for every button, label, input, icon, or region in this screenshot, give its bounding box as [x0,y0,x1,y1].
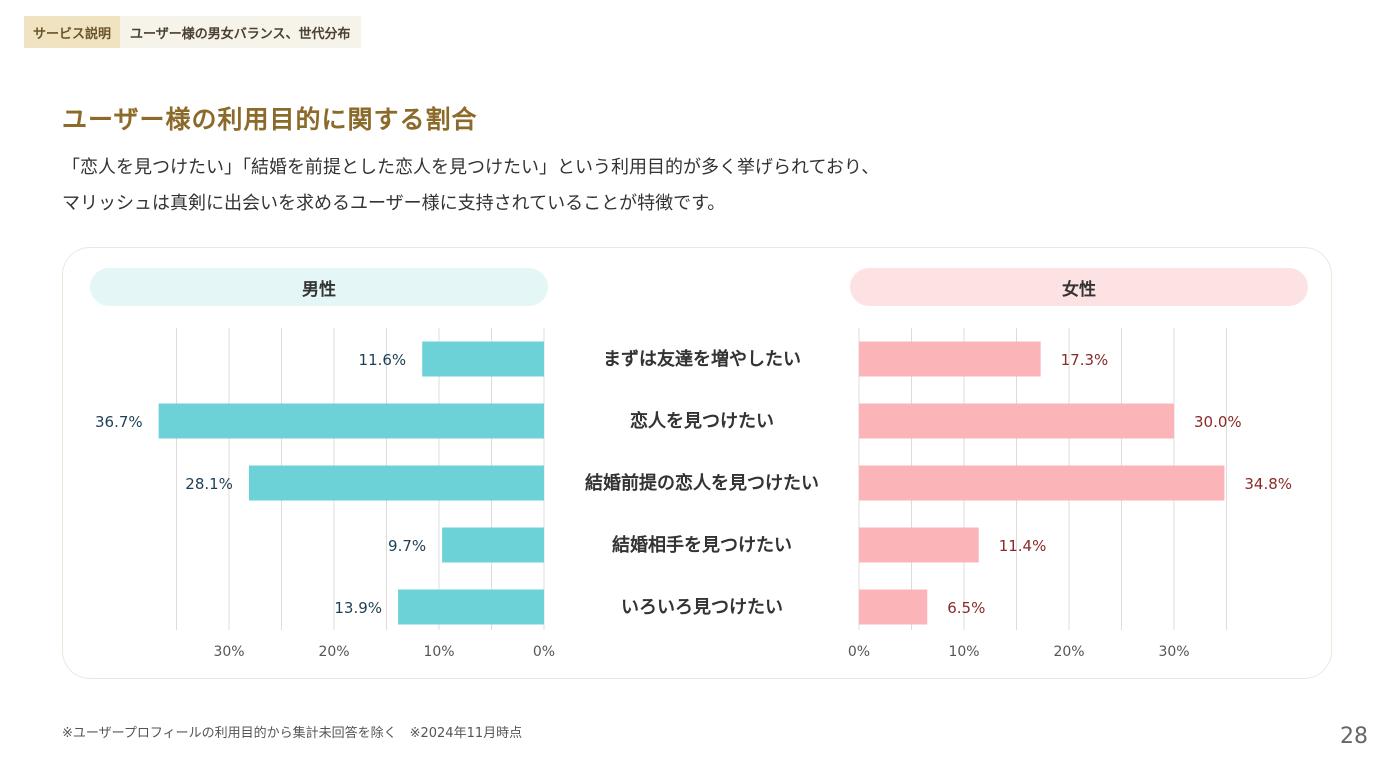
female-tick-label: 20% [1053,644,1084,660]
male-value-label: 13.9% [334,599,382,617]
male-header: 男性 [90,268,548,306]
male-value-label: 11.6% [359,351,407,369]
male-tick-label: 30% [213,644,244,660]
male-bar [442,527,544,563]
female-header: 女性 [850,268,1308,306]
breadcrumb-section: サービス説明 [24,16,121,48]
female-bar [859,589,928,625]
female-bar [859,527,979,563]
male-value-label: 9.7% [388,537,426,555]
chart-panel [62,247,1332,679]
male-value-label: 28.1% [185,475,233,493]
male-tick-label: 0% [533,644,555,660]
female-value-label: 6.5% [947,599,985,617]
male-bar [158,403,544,439]
page-number: 28 [1340,724,1368,749]
female-value-label: 17.3% [1061,351,1109,369]
breadcrumb: サービス説明 ユーザー様の男女バランス、世代分布 [24,16,361,48]
male-tick-label: 20% [318,644,349,660]
female-bar [859,403,1174,439]
female-tick-label: 0% [848,644,870,660]
page-title: ユーザー様の利用目的に関する割合 [62,105,478,134]
female-tick-label: 30% [1158,644,1189,660]
female-value-label: 30.0% [1194,413,1242,431]
female-value-label: 11.4% [999,537,1047,555]
description-line-1: 「恋人を見つけたい」「結婚を前提とした恋人を見つけたい」という利用目的が多く挙げ… [62,157,880,178]
description: 「恋人を見つけたい」「結婚を前提とした恋人を見つけたい」という利用目的が多く挙げ… [62,150,1262,222]
male-bar [398,589,544,625]
female-bar [859,341,1041,377]
female-bar [859,465,1225,501]
category-label: 結婚前提の恋人を見つけたい [585,472,819,494]
female-tick-label: 10% [948,644,979,660]
category-label: 恋人を見つけたい [630,410,774,432]
male-value-label: 36.7% [95,413,143,431]
category-label: まずは友達を増やしたい [603,348,801,370]
breadcrumb-topic: ユーザー様の男女バランス、世代分布 [120,16,361,48]
male-bar [248,465,544,501]
male-tick-label: 10% [423,644,454,660]
description-line-2: マリッシュは真剣に出会いを求めるユーザー様に支持されていることが特徴です。 [62,193,726,214]
footnote: ※ユーザープロフィールの利用目的から集計未回答を除く ※2024年11月時点 [62,726,523,741]
category-label: いろいろ見つけたい [621,597,783,618]
female-value-label: 34.8% [1244,475,1292,493]
category-label: 結婚相手を見つけたい [612,534,792,556]
male-bar [422,341,544,377]
